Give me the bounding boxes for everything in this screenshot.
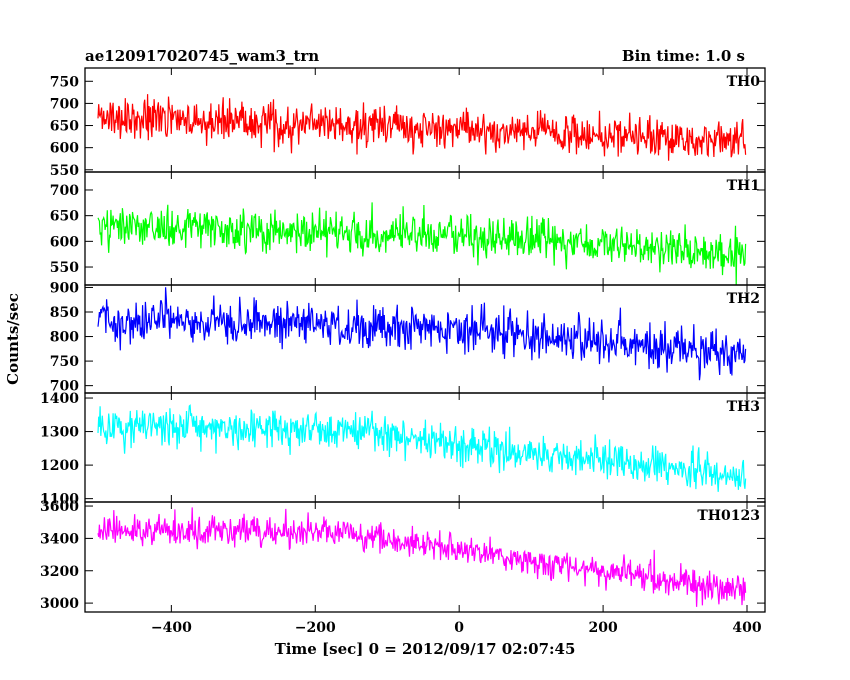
panel-frame — [84, 392, 766, 503]
y-axis-label: Counts/sec — [4, 293, 22, 385]
y-tick-label: 1100 — [40, 492, 79, 508]
series-th0 — [97, 94, 747, 161]
panel-label-th3: TH3 — [727, 399, 760, 415]
panel-th2: 700 750 800 850 900 TH2 — [50, 280, 766, 395]
x-tick-label: 200 — [588, 620, 617, 636]
y-tick-label: 1200 — [40, 458, 79, 474]
panel-label-th0123: TH0123 — [697, 508, 760, 524]
panel-th0123: 3000 3200 3400 3600 TH0123 — [40, 499, 766, 613]
series-th1 — [97, 202, 747, 285]
panel-label-th1: TH1 — [727, 178, 760, 194]
y-tick-label: 700 — [50, 183, 79, 199]
y-tick-label: 700 — [50, 379, 79, 395]
bin-time-label: Bin time: 1.0 s — [622, 47, 745, 65]
y-tick-label: 650 — [50, 119, 79, 135]
panel-th3: 1100 1200 1300 1400 TH3 — [40, 391, 766, 508]
y-tick-label: 800 — [50, 330, 79, 346]
y-tick-label: 850 — [50, 305, 79, 321]
y-tick-label: 550 — [50, 163, 79, 179]
x-tick-label: −200 — [295, 620, 336, 636]
series-th2 — [97, 287, 747, 381]
y-tick-label: 1300 — [40, 425, 79, 441]
y-tick-label: 3600 — [40, 499, 79, 515]
x-tick-label: −400 — [151, 620, 192, 636]
x-axis-ticks: −400 −200 0 200 400 — [151, 620, 762, 636]
y-tick-label: 1400 — [40, 391, 79, 407]
panels-group: 550 600 650 700 750 TH0 550 600 650 700 TH1 700 750 8… — [40, 67, 766, 613]
y-tick-label: 600 — [50, 234, 79, 250]
panel-frame — [84, 501, 766, 613]
panel-th0: 550 600 650 700 750 TH0 — [50, 67, 766, 179]
panel-th1: 550 600 650 700 TH1 — [50, 171, 766, 286]
y-tick-label: 600 — [50, 141, 79, 157]
y-tick-label: 650 — [50, 209, 79, 225]
panel-label-th0: TH0 — [727, 74, 761, 90]
y-tick-label: 700 — [50, 96, 79, 112]
x-axis-label: Time [sec] 0 = 2012/09/17 02:07:45 — [275, 640, 576, 658]
chart-title: ae120917020745_wam3_trn — [85, 47, 319, 65]
y-tick-label: 3200 — [40, 564, 79, 580]
y-tick-label: 750 — [50, 74, 79, 90]
panel-label-th2: TH2 — [727, 291, 760, 307]
x-tick-label: 0 — [454, 620, 464, 636]
y-tick-label: 900 — [50, 280, 79, 296]
y-tick-label: 550 — [50, 260, 79, 276]
y-tick-label: 3000 — [40, 596, 79, 612]
y-tick-label: 3400 — [40, 531, 79, 547]
x-tick-label: 400 — [732, 620, 761, 636]
series-th3 — [97, 404, 747, 492]
y-tick-label: 750 — [50, 354, 79, 370]
series-th0123 — [97, 507, 747, 607]
